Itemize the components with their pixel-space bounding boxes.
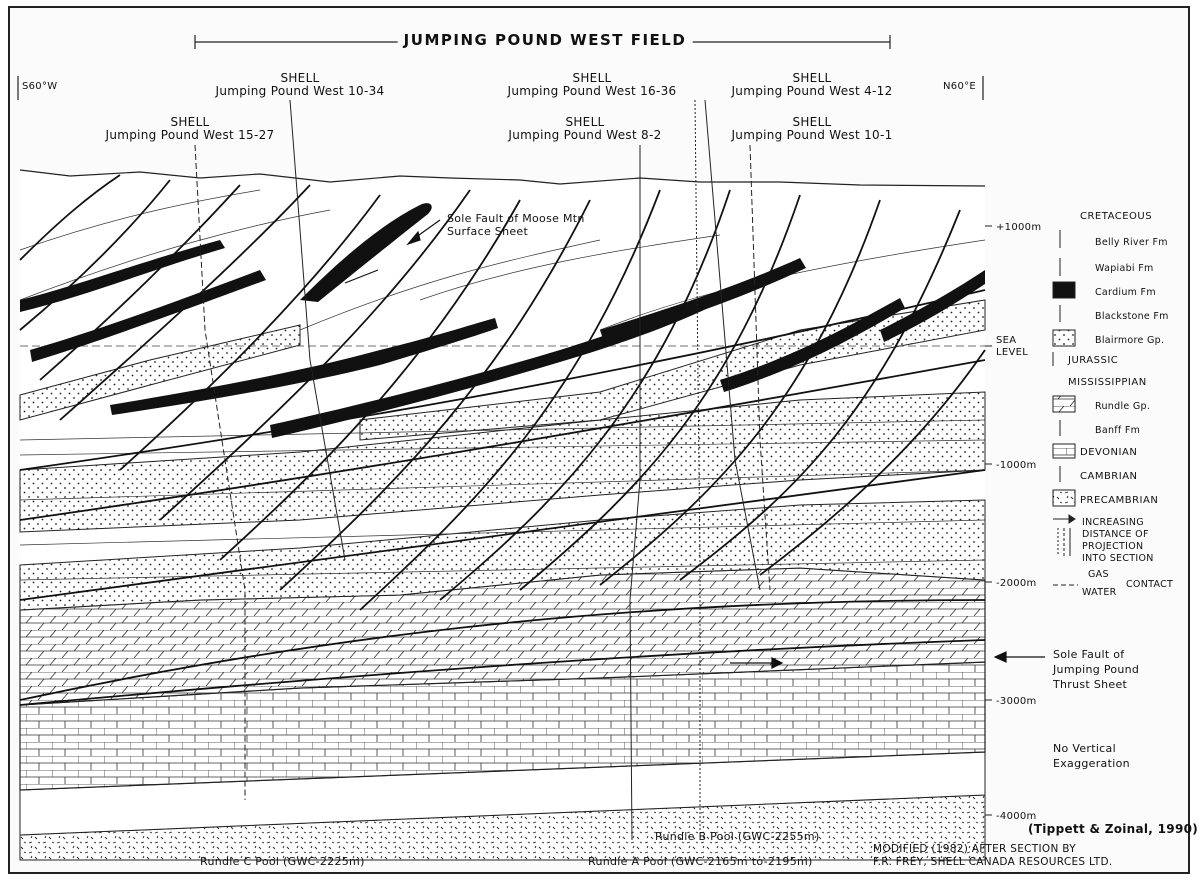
sole-fault-jp-label-1: Sole Fault of <box>1053 648 1125 661</box>
pool-rundle-c: Rundle C Pool (GWC-2225m) <box>200 855 365 868</box>
blairmore-lower <box>19 499 986 611</box>
well-label-8-2: SHELL Jumping Pound West 8-2 <box>508 115 662 142</box>
sole-fault-moose-label-1: Sole Fault of Moose Mtn <box>447 212 585 225</box>
legend-increasing-1: INCREASING <box>1082 517 1144 528</box>
sole-fault-jp-label-3: Thrust Sheet <box>1053 678 1128 691</box>
legend-mississippian: MISSISSIPPIAN <box>1068 377 1147 388</box>
pool-rundle-a: Rundle A Pool (GWC-2165m to-2195m) <box>588 855 813 868</box>
legend-belly-river: Belly River Fm <box>1095 237 1168 248</box>
legend-jurassic: JURASSIC <box>1068 355 1119 366</box>
sole-fault-moose-label-2: Surface Sheet <box>447 225 529 238</box>
blairmore-upper-2 <box>359 299 986 441</box>
depth-minus-4000: -4000m <box>996 811 1037 822</box>
surface-line <box>19 169 986 187</box>
depth-minus-2000: -2000m <box>996 578 1037 589</box>
depth-level: LEVEL <box>996 347 1029 358</box>
no-vertical-label-1: No Vertical <box>1053 742 1116 755</box>
legend-increasing-3: PROJECTION <box>1082 541 1144 552</box>
section-body <box>19 99 1045 861</box>
well-label-10-34: SHELL Jumping Pound West 10-34 <box>215 71 385 98</box>
legend-gas: GAS <box>1088 569 1109 580</box>
legend-precambrian: PRECAMBRIAN <box>1080 495 1159 506</box>
well-label-4-12: SHELL Jumping Pound West 4-12 <box>731 71 893 98</box>
legend-cardium: Cardium Fm <box>1095 287 1156 298</box>
cardium-bands <box>20 203 985 438</box>
depth-minus-1000: -1000m <box>996 460 1037 471</box>
figure-title: JUMPING POUND WEST FIELD <box>397 33 693 48</box>
blairmore-upper <box>19 324 301 421</box>
credit-line-1: MODIFIED (1982) AFTER SECTION BY <box>873 843 1076 855</box>
legend-water: WATER <box>1082 587 1117 598</box>
legend-increasing-4: INTO SECTION <box>1082 553 1154 564</box>
legend-cretaceous: CRETACEOUS <box>1080 211 1153 222</box>
depth-ticks <box>985 225 992 816</box>
legend-banff: Banff Fm <box>1095 425 1141 436</box>
annotation-arrows <box>344 219 1045 669</box>
legend-devonian: DEVONIAN <box>1080 447 1138 458</box>
orientation-right: N60°E <box>943 81 977 92</box>
legend-symbols <box>1052 230 1078 586</box>
citation: (Tippett & Zoinal, 1990) <box>1028 822 1199 836</box>
well-traces <box>194 99 771 841</box>
credit-line-2: F.R. FREY, SHELL CANADA RESOURCES LTD. <box>873 856 1113 868</box>
legend-blackstone: Blackstone Fm <box>1095 311 1169 322</box>
section-end-marks <box>17 76 984 100</box>
legend-rundle: Rundle Gp. <box>1095 401 1151 412</box>
depth-sea: SEA <box>996 335 1017 346</box>
well-label-10-1: SHELL Jumping Pound West 10-1 <box>731 115 893 142</box>
legend-cambrian: CAMBRIAN <box>1080 471 1138 482</box>
depth-plus-1000: +1000m <box>996 222 1042 233</box>
legend-increasing-2: DISTANCE OF <box>1082 529 1149 540</box>
legend-blairmore: Blairmore Gp. <box>1095 335 1165 346</box>
depth-minus-3000: -3000m <box>996 696 1037 707</box>
well-label-15-27: SHELL Jumping Pound West 15-27 <box>105 115 275 142</box>
pool-rundle-b: Rundle B Pool (GWC-2255m) <box>655 830 820 843</box>
legend-wapiabi: Wapiabi Fm <box>1095 263 1154 274</box>
sole-fault-jp-label-2: Jumping Pound <box>1053 663 1140 676</box>
legend-contact: CONTACT <box>1126 579 1174 590</box>
well-label-16-36: SHELL Jumping Pound West 16-36 <box>507 71 677 98</box>
orientation-left: S60°W <box>22 81 58 92</box>
no-vertical-label-2: Exaggeration <box>1053 757 1130 770</box>
